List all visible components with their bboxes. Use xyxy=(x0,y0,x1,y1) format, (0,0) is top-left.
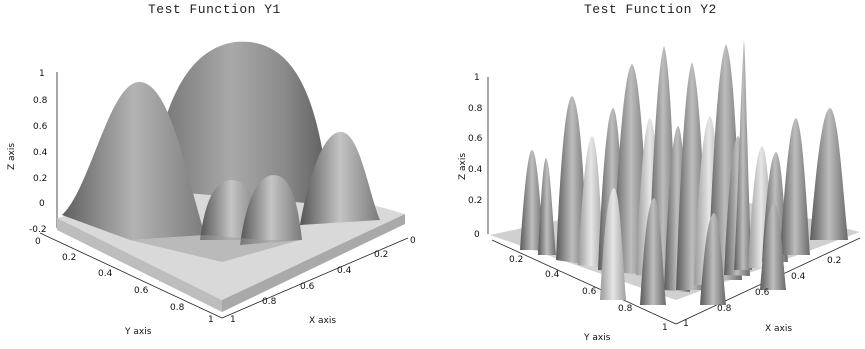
x-tick: 1 xyxy=(683,319,689,329)
floor-right-edge xyxy=(222,214,405,312)
y-axis-label: Y axis xyxy=(583,333,611,343)
x-tick: 0.6 xyxy=(300,282,315,292)
x-tick: 1 xyxy=(230,315,236,325)
front-bump-2 xyxy=(240,175,302,245)
left-hill xyxy=(62,81,205,240)
y-tick: 0.8 xyxy=(170,303,185,313)
plot-title-y1: Test Function Y1 xyxy=(148,2,281,17)
z-tick: 0.2 xyxy=(33,174,47,184)
z-tick: 0.2 xyxy=(468,196,482,206)
y-axis-line xyxy=(39,232,223,319)
spike-peaks xyxy=(520,40,848,305)
z-tick: 0 xyxy=(39,199,45,209)
x-axis-label: X axis xyxy=(765,324,792,334)
z-tick: 0.6 xyxy=(468,134,483,144)
y-tick: 0.2 xyxy=(62,253,76,263)
large-hill xyxy=(150,41,330,206)
y-tick: 0.2 xyxy=(509,255,523,265)
z-axis-label: Z axis xyxy=(7,143,17,170)
plot-title-y2: Test Function Y2 xyxy=(584,2,717,17)
y-tick: 1 xyxy=(208,315,214,325)
surface-plot-y2: 1 0.8 0.6 0.4 0.2 0 Z axis 0.2 0.4 0.6 0… xyxy=(458,40,861,343)
y-tick: 0.6 xyxy=(134,286,149,296)
surface-plot-y1: 1 0.8 0.6 0.4 0.2 0 -0.2 Z axis 0 0.2 0.… xyxy=(7,41,416,337)
z-tick: 0.4 xyxy=(33,148,48,158)
x-tick: 0.6 xyxy=(755,288,770,298)
z-tick: 0.4 xyxy=(468,165,483,175)
y-tick: 0.6 xyxy=(582,287,597,297)
z-axis-label: Z axis xyxy=(458,153,468,180)
y-tick: 0 xyxy=(35,237,41,247)
z-tick: 0.8 xyxy=(468,104,483,114)
y-axis-line xyxy=(491,239,677,325)
x-tick: 0.8 xyxy=(717,304,732,314)
x-axis-line xyxy=(221,237,409,319)
z-tick: 0.8 xyxy=(33,96,48,106)
y-tick: 1 xyxy=(662,323,668,333)
y-tick: 0.4 xyxy=(98,269,113,279)
y-axis-label: Y axis xyxy=(124,327,152,337)
floor-shadow xyxy=(130,235,300,262)
z-tick: 1 xyxy=(474,73,480,83)
x-tick: 0.4 xyxy=(791,272,806,282)
z-tick: -0.2 xyxy=(29,225,47,235)
y-tick: 0.4 xyxy=(545,270,560,280)
x-tick: 0.4 xyxy=(337,266,352,276)
floor-front-edge xyxy=(57,218,222,312)
x-axis-label: X axis xyxy=(309,316,336,326)
x-tick: 0.2 xyxy=(827,256,841,266)
x-tick: 0.8 xyxy=(262,297,277,307)
z-tick: 1 xyxy=(39,69,45,79)
x-tick: 0.2 xyxy=(374,250,388,260)
z-tick: 0 xyxy=(474,230,480,240)
x-tick: 0 xyxy=(410,236,416,246)
y-tick: 0.8 xyxy=(618,304,633,314)
z-tick: 0.6 xyxy=(33,122,48,132)
right-hill xyxy=(300,131,380,225)
